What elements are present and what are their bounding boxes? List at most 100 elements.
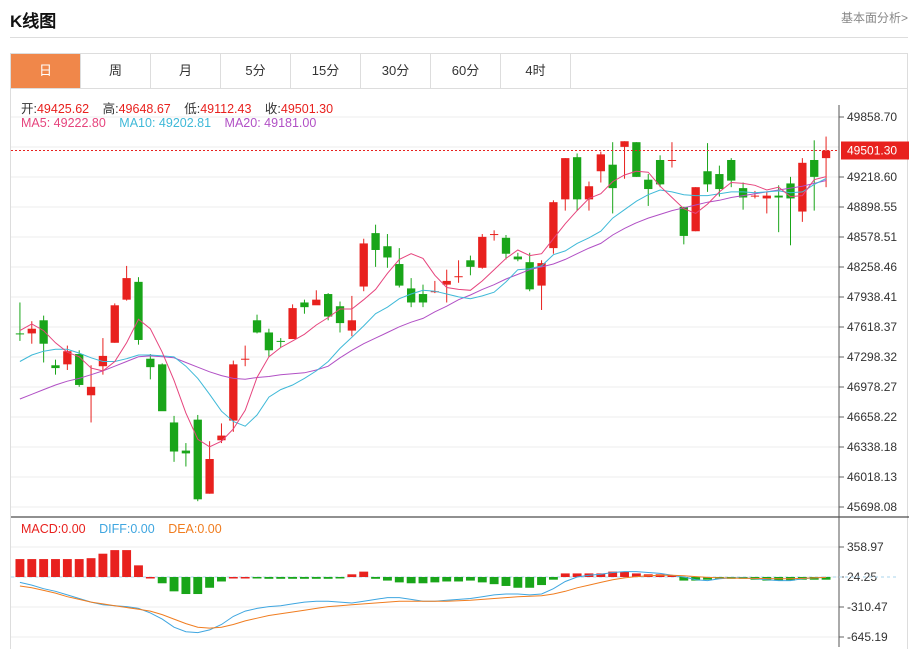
high-value: 49648.67 [118,102,171,116]
price-tick-label: 48578.51 [847,230,897,244]
fundamental-analysis-link[interactable]: 基本面分析> [840,11,908,25]
diff-item: DIFF:0.00 [99,522,155,536]
macd-value: 0.00 [61,522,86,536]
period-tabs: 日 周 月 5分 15分 30分 60分 4时 [10,53,908,89]
candle-body [572,157,582,200]
ma20-item: MA20: 49181.00 [225,116,317,130]
chart-area[interactable]: 49858.70 49218.60 48898.55 48578.51 48258.46… [10,89,909,649]
tab-4hour[interactable]: 4时 [501,54,571,88]
tab-day[interactable]: 日 [11,54,81,88]
dea-label: DEA: [168,522,198,536]
macd-histogram-bar [501,577,511,586]
candle-body [27,328,36,334]
macd-histogram-bar [371,577,381,579]
candle-body [810,159,819,177]
macd-histogram-bar [489,577,499,585]
macd-histogram-bar [513,577,523,588]
candle-body [312,299,321,306]
macd-histogram-bar [311,577,321,579]
candle-body [229,364,238,421]
diff-value: 0.00 [130,522,155,536]
candle-body [110,305,119,343]
ma20-value: 49181.00 [264,116,317,130]
candle-body [169,422,179,452]
macd-histogram-bar [394,577,404,583]
price-tick-label: 48258.46 [847,260,897,274]
tab-week[interactable]: 周 [81,54,151,88]
candle-body [324,294,333,317]
candle-body [241,358,250,360]
candle-body [727,159,736,181]
candle-body [146,358,155,368]
macd-histogram-bar [691,577,701,581]
macd-histogram-bar [572,573,582,577]
candle-body [134,281,143,340]
tab-month[interactable]: 月 [151,54,221,88]
macd-histogram-bar [359,571,369,577]
header-divider [10,37,908,38]
macd-histogram-bar [169,577,179,592]
ma-legend: MA5: 49222.80 MA10: 49202.81 MA20: 49181… [21,116,326,130]
open-value: 49425.62 [36,102,90,116]
macd-histogram-bar [205,577,215,588]
macd-histogram-bar [51,559,60,577]
macd-histogram-bar [228,577,238,579]
candle-body [715,174,724,190]
macd-histogram-bar [122,550,132,577]
page-title: K线图 [10,12,57,31]
candle-body [691,187,700,232]
candle-body [406,288,416,303]
macd-histogram-bar [74,559,84,577]
candle-body [561,158,570,200]
candle-body [252,320,262,333]
ma10-line [19,178,827,427]
macd-histogram-bar [454,577,464,582]
candle-body [501,237,511,254]
tab-5min[interactable]: 5分 [221,54,291,88]
macd-histogram-bar [442,577,452,582]
ma10-label: MA10: [119,116,156,130]
candle-body [489,234,499,236]
macd-histogram-bar [62,559,72,577]
price-tick-label: 49218.60 [847,170,897,184]
candle-body [122,278,131,300]
macd-histogram-bar [631,573,641,577]
dea-item: DEA:0.00 [168,522,222,536]
candle-body [264,332,274,351]
price-tick-label: 46018.13 [847,470,897,484]
candle-body [430,291,440,293]
price-tick-label: 47298.32 [847,350,897,364]
price-tick-label: 47618.37 [847,320,897,334]
candle-body [703,171,712,185]
macd-tick-label: -645.19 [847,630,888,644]
macd-histogram-bar [276,577,286,579]
macd-histogram-bar [240,577,250,579]
candle-body [537,263,546,286]
candle-body [288,308,297,340]
candle-body [335,306,345,324]
kline-chart[interactable]: 49858.70 49218.60 48898.55 48578.51 48258.46… [11,89,909,649]
macd-histogram-bar [821,577,831,580]
candle-body [644,179,653,190]
candle-body [395,264,404,286]
macd-label: MACD: [21,522,62,536]
candle-body [158,364,167,412]
candle-body [762,195,771,199]
macd-histogram-bar [300,577,309,579]
macd-histogram-bar [525,577,535,588]
tab-15min[interactable]: 15分 [291,54,361,88]
current-price-tag [841,141,909,160]
macd-histogram-bar [217,577,226,582]
candle-body [15,333,25,335]
tab-30min[interactable]: 30分 [361,54,431,88]
low-value: 49112.43 [200,102,252,116]
macd-histogram-bar [548,577,558,580]
macd-histogram-bar [145,577,155,579]
tab-60min[interactable]: 60分 [431,54,501,88]
macd-histogram-bar [323,577,333,579]
candle-body [774,195,783,198]
macd-histogram-bar [620,571,629,577]
price-tick-label: 49858.70 [847,110,897,124]
high-item: 高:49648.67 [103,102,171,116]
candle-body [632,142,641,177]
